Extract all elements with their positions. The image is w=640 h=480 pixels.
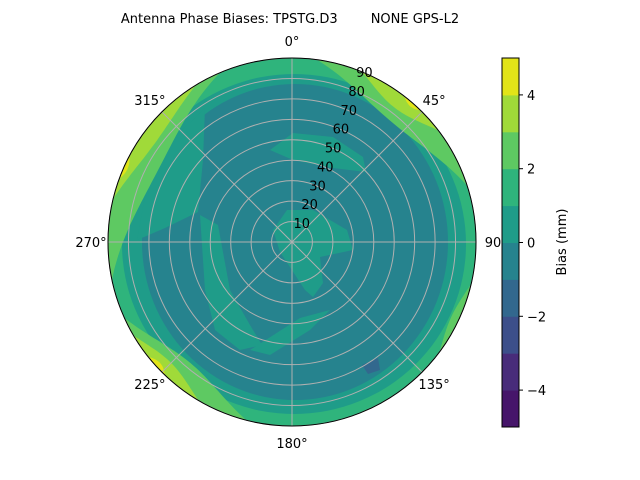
angular-gridline xyxy=(291,241,423,373)
colorbar-tick-label: −2 xyxy=(527,310,546,325)
colorbar-tick-label: 0 xyxy=(527,237,535,252)
colorbar-segment xyxy=(502,353,519,391)
colorbar-segment xyxy=(502,390,519,428)
colorbar-segment xyxy=(502,316,519,354)
radial-tick-label: 70 xyxy=(341,104,358,119)
theta-tick-label: 225° xyxy=(134,378,165,393)
colorbar-segment xyxy=(502,58,519,96)
polar-grid xyxy=(107,57,477,427)
theta-tick-label: 135° xyxy=(418,378,449,393)
contour-band-edge xyxy=(356,65,446,135)
radial-tick-label: 40 xyxy=(317,160,334,175)
colorbar-segment xyxy=(502,94,519,133)
chart-title: Antenna Phase Biases: TPSTG.D3 NONE GPS-… xyxy=(121,12,459,27)
theta-tick-label: 0° xyxy=(285,35,300,50)
colorbar-tick-label: 4 xyxy=(527,89,535,104)
colorbar-segment xyxy=(502,242,519,280)
contour-band-edge xyxy=(436,274,476,363)
contour-band-0-1 xyxy=(270,133,366,172)
theta-tick-labels: 0° 45° 90 135° 180° 225° 270° 315° xyxy=(75,35,501,452)
theta-tick-label: 90 xyxy=(485,236,502,251)
colorbar-tick-label: −4 xyxy=(527,384,546,399)
theta-tick-label: 45° xyxy=(423,94,446,109)
contour-band-neg2-neg1 xyxy=(362,358,380,374)
colorbar-tick-label: 2 xyxy=(527,163,535,178)
radial-tick-label: 20 xyxy=(301,198,318,213)
contour-band-0-1 xyxy=(200,215,262,350)
angular-gridline xyxy=(161,241,293,373)
angular-gridline xyxy=(161,111,293,243)
radial-tick-label: 30 xyxy=(309,179,326,194)
contour-band-edge xyxy=(108,76,204,210)
colorbar-segment xyxy=(502,205,519,243)
contour-band-0-1 xyxy=(250,310,330,355)
polar-frame xyxy=(107,57,477,427)
radial-tick-label: 80 xyxy=(348,85,365,100)
contour-band-0-1 xyxy=(273,210,353,297)
angular-gridline xyxy=(291,111,423,243)
colorbar-segment xyxy=(502,131,519,170)
colorbar-label: Bias (mm) xyxy=(555,209,570,276)
colorbar-segment xyxy=(502,168,519,207)
radial-tick-label: 90 xyxy=(356,66,373,81)
contour-band-edge xyxy=(117,312,253,426)
theta-tick-label: 315° xyxy=(134,94,165,109)
colorbar-segment xyxy=(502,279,519,317)
radial-tick-labels: 10 20 30 40 50 60 70 80 90 xyxy=(294,66,373,232)
colorbar: −4 −2 0 2 4 xyxy=(501,57,546,428)
theta-tick-label: 180° xyxy=(276,437,307,452)
radial-tick-label: 60 xyxy=(333,123,350,138)
contour-band-0-1 xyxy=(137,108,205,240)
radial-tick-label: 50 xyxy=(325,142,342,157)
theta-tick-label: 270° xyxy=(75,236,106,251)
radial-tick-label: 10 xyxy=(294,217,311,232)
